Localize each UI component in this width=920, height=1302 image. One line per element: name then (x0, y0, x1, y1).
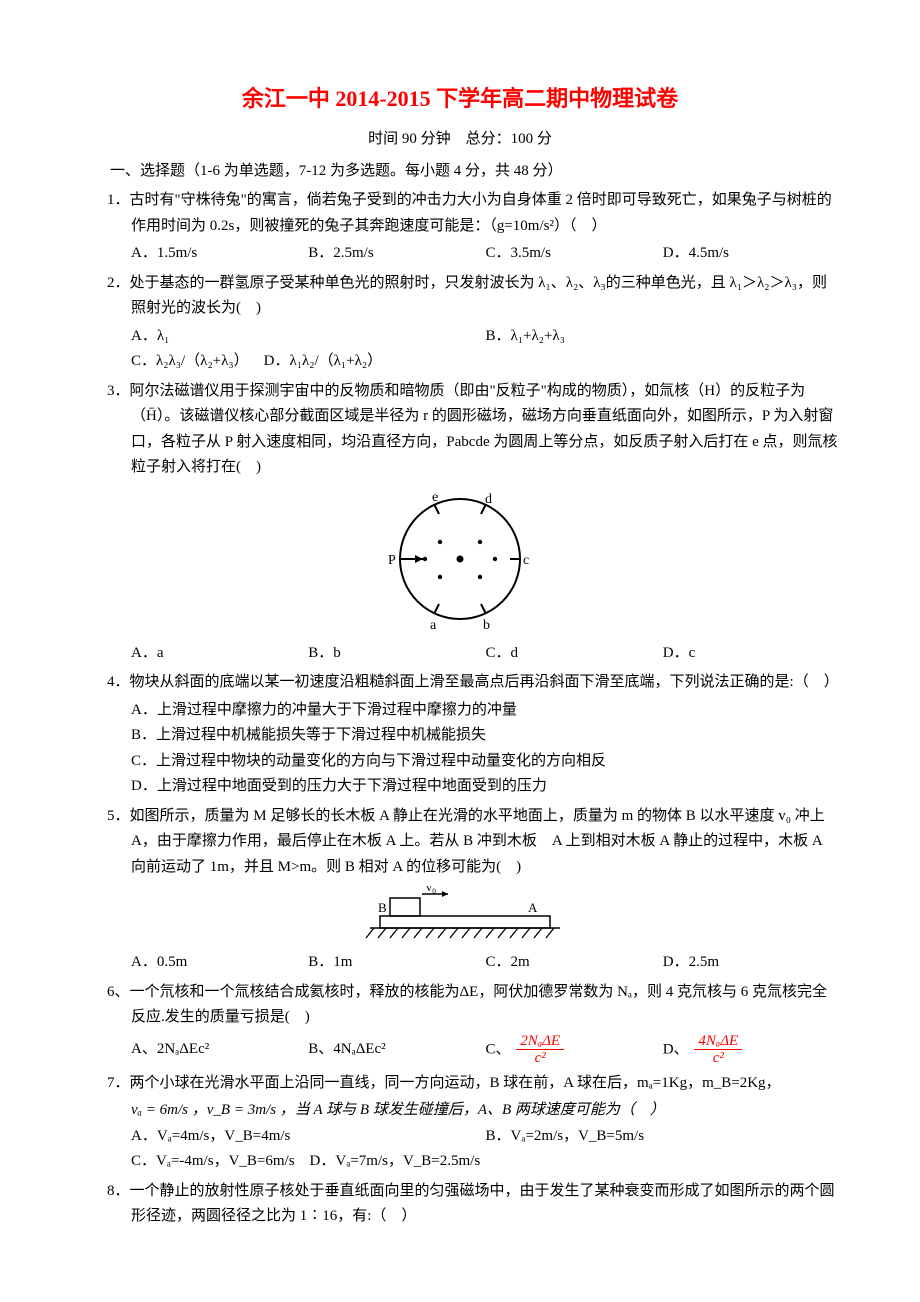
question-4: 4．物块从斜面的底端以某一初速度沿粗糙斜面上滑至最高点后再沿斜面下滑至底端，下列… (80, 670, 840, 696)
q8-stem: 一个静止的放射性原子核处于垂直纸面向里的匀强磁场中，由于发生了某种衰变而形成了如… (130, 1183, 835, 1225)
q6-opt-b: B、4NₐΔEc² (308, 1037, 485, 1063)
q4-opt-d: D．上滑过程中地面受到的压力大于下滑过程中地面受到的压力 (80, 774, 840, 800)
q6-opt-c: C、 2NₐΔE c² (486, 1033, 663, 1067)
label-P: P (388, 553, 396, 568)
q7-opt-d: D．Vₐ=7m/s，V_B=2.5m/s (310, 1153, 481, 1169)
label-e: e (432, 490, 438, 505)
q7-opt-c: C．Vₐ=-4m/s，V_B=6m/s (131, 1153, 295, 1169)
q7-stem: 两个小球在光滑水平面上沿同一直线，同一方向运动，B 球在前，A 球在后，mₐ=1… (130, 1075, 781, 1091)
q3-num: 3． (107, 383, 130, 399)
q7-opt-b: B．Vₐ=2m/s，V_B=5m/s (486, 1124, 841, 1150)
question-3: 3．阿尔法磁谱仪用于探测宇宙中的反物质和暗物质（即由"反粒子"构成的物质），如氚… (80, 379, 840, 481)
q6-d-num: 4NₐΔE (694, 1033, 742, 1051)
q1-opt-c: C．3.5m/s (486, 241, 663, 267)
q3-opt-c: C．d (486, 641, 663, 667)
q5-num: 5． (107, 808, 130, 824)
q6-d-prefix: D、 (663, 1041, 689, 1057)
q2-opt-a: A．λ₁ (131, 324, 486, 350)
q7-cont: vₐ = 6m/s ，v_B = 3m/s ，当 A 球与 B 球发生碰撞后，A… (80, 1098, 840, 1124)
label-a: a (430, 618, 437, 633)
label-B: B (378, 900, 387, 915)
q6-c-prefix: C、 (486, 1041, 511, 1057)
fraction-icon: 4NₐΔE c² (694, 1033, 742, 1067)
q6-c-den: c² (516, 1050, 564, 1067)
fraction-icon: 2NₐΔE c² (516, 1033, 564, 1067)
q6-c-num: 2NₐΔE (516, 1033, 564, 1051)
q6-opt-a: A、2NₐΔEc² (131, 1037, 308, 1063)
q3-opt-d: D．c (663, 641, 840, 667)
q6-opt-d: D、 4NₐΔE c² (663, 1033, 840, 1067)
q5-diagram: B A v₀ (350, 886, 570, 946)
q5-stem: 如图所示，质量为 M 足够长的长木板 A 静止在光滑的水平地面上，质量为 m 的… (130, 808, 825, 875)
q7-math: vₐ = 6m/s ，v_B = 3m/s ，当 A 球与 B 球发生碰撞后，A… (131, 1102, 665, 1118)
q7-options-row1: A．Vₐ=4m/s，V_B=4m/s B．Vₐ=2m/s，V_B=5m/s (80, 1124, 840, 1150)
q2-num: 2． (107, 275, 130, 291)
q4-opt-b: B．上滑过程中机械能损失等于下滑过程中机械能损失 (80, 723, 840, 749)
q1-opt-d: D．4.5m/s (663, 241, 840, 267)
page-subtitle: 时间 90 分钟 总分：100 分 (80, 127, 840, 153)
label-c: c (523, 553, 529, 568)
q5-opt-b: B．1m (308, 950, 485, 976)
question-5: 5．如图所示，质量为 M 足够长的长木板 A 静止在光滑的水平地面上，质量为 m… (80, 804, 840, 881)
q4-opt-c: C．上滑过程中物块的动量变化的方向与下滑过程中动量变化的方向相反 (80, 749, 840, 775)
q2-options-row2: C．λ₂λ₃/（λ₂+λ₃） D．λ₁λ₂/（λ₁+λ₂） (80, 349, 840, 375)
q5-options: A．0.5m B．1m C．2m D．2.5m (80, 950, 840, 976)
q5-opt-d: D．2.5m (663, 950, 840, 976)
q1-num: 1． (107, 192, 130, 208)
q3-stem: 阿尔法磁谱仪用于探测宇宙中的反物质和暗物质（即由"反粒子"构成的物质），如氚核（… (130, 383, 838, 476)
label-A: A (528, 900, 538, 915)
section-1-heading: 一、选择题（1-6 为单选题，7-12 为多选题。每小题 4 分，共 48 分） (80, 159, 840, 185)
q5-opt-a: A．0.5m (131, 950, 308, 976)
q2-options-row1: A．λ₁ B．λ₁+λ₂+λ₃ (80, 324, 840, 350)
question-7: 7．两个小球在光滑水平面上沿同一直线，同一方向运动，B 球在前，A 球在后，mₐ… (80, 1071, 840, 1097)
q6-stem: 一个氘核和一个氚核结合成氦核时，释放的核能为ΔE，阿伏加德罗常数为 Nₐ，则 4… (130, 984, 828, 1026)
question-8: 8．一个静止的放射性原子核处于垂直纸面向里的匀强磁场中，由于发生了某种衰变而形成… (80, 1179, 840, 1230)
q8-num: 8． (107, 1183, 130, 1199)
q3-opt-b: B．b (308, 641, 485, 667)
q4-stem: 物块从斜面的底端以某一初速度沿粗糙斜面上滑至最高点后再沿斜面下滑至底端，下列说法… (130, 674, 839, 690)
label-v0: v₀ (426, 886, 436, 894)
q3-opt-a: A．a (131, 641, 308, 667)
q5-opt-c: C．2m (486, 950, 663, 976)
question-1: 1．古时有"守株待兔"的寓言，倘若兔子受到的冲击力大小为自身体重 2 倍时即可导… (80, 188, 840, 239)
q1-opt-a: A．1.5m/s (131, 241, 308, 267)
q7-opt-a: A．Vₐ=4m/s，V_B=4m/s (131, 1124, 486, 1150)
question-2: 2．处于基态的一群氢原子受某种单色光的照射时，只发射波长为 λ₁、λ₂、λ₃的三… (80, 271, 840, 322)
q3-diagram: P e d c b a (385, 487, 535, 637)
q6-num: 6、 (107, 984, 130, 1000)
q6-d-den: c² (694, 1050, 742, 1067)
q7-num: 7． (107, 1075, 130, 1091)
q2-opt-b: B．λ₁+λ₂+λ₃ (486, 324, 841, 350)
q1-opt-b: B．2.5m/s (308, 241, 485, 267)
q3-options: A．a B．b C．d D．c (80, 641, 840, 667)
q7-options-row2: C．Vₐ=-4m/s，V_B=6m/s D．Vₐ=7m/s，V_B=2.5m/s (80, 1149, 840, 1175)
q4-opt-a: A．上滑过程中摩擦力的冲量大于下滑过程中摩擦力的冲量 (80, 698, 840, 724)
q1-options: A．1.5m/s B．2.5m/s C．3.5m/s D．4.5m/s (80, 241, 840, 267)
q6-options: A、2NₐΔEc² B、4NₐΔEc² C、 2NₐΔE c² D、 4NₐΔE… (80, 1033, 840, 1067)
label-b: b (483, 618, 490, 633)
q1-stem: 古时有"守株待兔"的寓言，倘若兔子受到的冲击力大小为自身体重 2 倍时即可导致死… (130, 192, 832, 234)
q4-num: 4． (107, 674, 130, 690)
q2-opt-c: C．λ₂λ₃/（λ₂+λ₃） (131, 353, 249, 369)
page-title: 余江一中 2014-2015 下学年高二期中物理试卷 (80, 80, 840, 117)
q4-options: A．上滑过程中摩擦力的冲量大于下滑过程中摩擦力的冲量 B．上滑过程中机械能损失等… (80, 698, 840, 800)
q2-stem: 处于基态的一群氢原子受某种单色光的照射时，只发射波长为 λ₁、λ₂、λ₃的三种单… (130, 275, 828, 317)
q2-opt-d: D．λ₁λ₂/（λ₁+λ₂） (264, 353, 382, 369)
question-6: 6、一个氘核和一个氚核结合成氦核时，释放的核能为ΔE，阿伏加德罗常数为 Nₐ，则… (80, 980, 840, 1031)
